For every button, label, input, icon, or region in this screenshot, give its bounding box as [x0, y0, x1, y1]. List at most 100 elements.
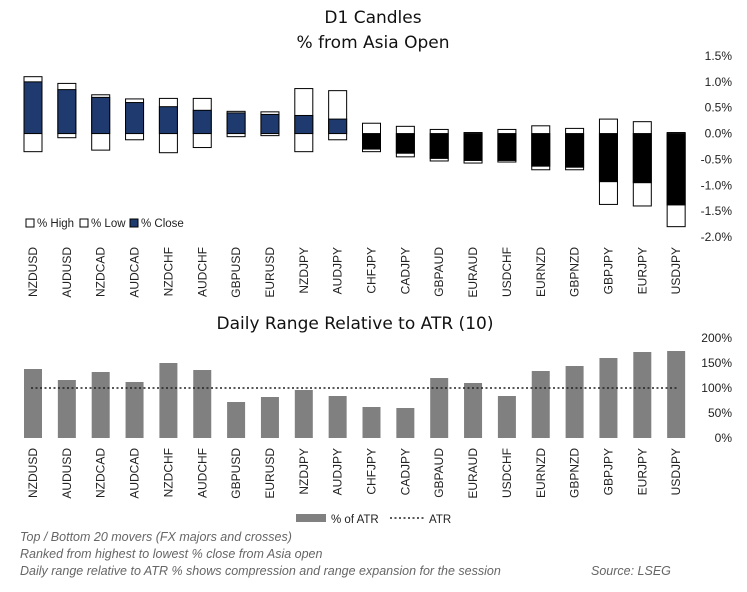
candles-category-label: GBPAUD — [432, 247, 446, 297]
atr-category-label: NZDCAD — [94, 448, 108, 498]
atr-title: Daily Range Relative to ATR (10) — [217, 314, 494, 334]
atr-y-tick: 100% — [701, 381, 732, 395]
candles-category-label: NZDJPY — [297, 247, 311, 294]
candles-y-tick: 1.5% — [705, 49, 733, 63]
atr-category-label: EURJPY — [635, 448, 649, 495]
atr-bar-usdchf — [497, 396, 516, 438]
candle-body-audusd — [57, 89, 77, 135]
candles-y-tick: -1.0% — [701, 178, 733, 192]
legend-close-swatch — [129, 218, 139, 228]
candles-category-label: NZDCHF — [161, 247, 175, 296]
atr-bar-audcad — [125, 382, 144, 438]
candles-category-label: AUDCHF — [195, 247, 209, 297]
candle-body-nzdcad — [91, 96, 111, 135]
atr-category-label: GBPNZD — [568, 448, 582, 498]
legend-low-label: % Low — [91, 218, 126, 230]
atr-bar-nzdcad — [91, 372, 110, 438]
atr-bars — [24, 351, 686, 438]
candle-body-gbpnzd — [565, 133, 585, 168]
atr-bar-usdjpy — [667, 351, 686, 438]
atr-bar-gbpjpy — [599, 358, 618, 438]
atr-bar-gbpnzd — [565, 366, 584, 438]
candle-body-audjpy — [328, 118, 348, 135]
legend-close-label: % Close — [141, 218, 184, 230]
atr-x-axis: NZDUSD AUDUSD NZDCAD AUDCAD NZDCHF AUDCHF GBPU… — [26, 448, 683, 499]
atr-bar-nzdjpy — [294, 390, 313, 438]
atr-y-tick: 200% — [701, 331, 732, 345]
candle-body-audcad — [125, 102, 145, 135]
legend-atr-line-label: ATR — [429, 514, 451, 526]
candle-body-usdjpy — [666, 133, 686, 206]
atr-bar-audusd — [57, 380, 76, 438]
atr-bar-gbpusd — [227, 402, 246, 438]
candle-body-eurnzd — [531, 133, 551, 167]
atr-category-label: EURUSD — [263, 448, 277, 499]
atr-bar-cadjpy — [396, 408, 415, 438]
candles-category-label: NZDCAD — [94, 247, 108, 297]
legend-atr-bar-label: % of ATR — [331, 514, 379, 526]
footnote-3: Daily range relative to ATR % shows comp… — [20, 564, 501, 578]
candle-body-nzdchf — [158, 106, 178, 135]
candle-body-gbpaud — [429, 133, 449, 159]
candles-category-label: GBPUSD — [229, 247, 243, 298]
candles-category-label: USDCHF — [500, 247, 514, 297]
atr-bar-eurjpy — [633, 352, 652, 438]
candles-category-label: CADJPY — [398, 247, 412, 294]
candles-x-axis: NZDUSD AUDUSD NZDCAD AUDCAD NZDCHF AUDCHF GBPU… — [26, 247, 683, 298]
candles-chart: D1 Candles % from Asia Open 1.5% 1.0% 0.5%… — [18, 8, 732, 298]
atr-category-label: USDCHF — [500, 448, 514, 498]
candles-legend: % High % Low % Close — [25, 218, 184, 230]
candles-title-line-2: % from Asia Open — [297, 33, 450, 53]
candle-body-gbpjpy — [598, 133, 618, 183]
candle-body-audchf — [192, 109, 212, 135]
atr-category-label: GBPAUD — [432, 448, 446, 498]
atr-y-tick: 50% — [708, 406, 732, 420]
candle-body-nzdusd — [23, 81, 43, 135]
candles-y-tick: 0.0% — [705, 127, 733, 141]
atr-y-axis: 200% 150% 100% 50% 0% — [701, 331, 732, 445]
candles-category-label: EURAUD — [466, 247, 480, 298]
atr-category-label: EURAUD — [466, 448, 480, 499]
candles-y-tick: -2.0% — [701, 230, 733, 244]
candle-body-eurjpy — [632, 133, 652, 184]
atr-bar-eurusd — [260, 397, 279, 438]
atr-category-label: GBPUSD — [229, 448, 243, 499]
atr-y-tick: 150% — [701, 356, 732, 370]
candle-body-eurusd — [260, 113, 280, 135]
atr-bar-eurnzd — [531, 371, 550, 438]
candles-category-label: GBPNZD — [568, 247, 582, 297]
candle-body-chfjpy — [362, 133, 381, 150]
atr-category-label: NZDJPY — [297, 448, 311, 495]
atr-category-label: AUDCHF — [195, 448, 209, 498]
atr-category-label: NZDUSD — [26, 448, 40, 498]
atr-bar-nzdchf — [159, 363, 178, 438]
legend-high-label: % High — [37, 218, 74, 230]
candles-title-line-1: D1 Candles — [324, 8, 421, 28]
footnote-2: Ranked from highest to lowest % close fr… — [20, 547, 323, 561]
candles-category-label: AUDJPY — [331, 247, 345, 294]
candles-category-label: EURUSD — [263, 247, 277, 298]
candles-y-axis: 1.5% 1.0% 0.5% 0.0% -0.5% -1.0% -1.5% -2.0% — [701, 49, 733, 244]
atr-category-label: NZDCHF — [161, 448, 175, 497]
candles-marks — [23, 76, 686, 228]
atr-bar-audchf — [193, 370, 212, 438]
atr-chart: Daily Range Relative to ATR (10) 200% 150… — [24, 314, 732, 526]
atr-bar-chfjpy — [362, 407, 381, 438]
legend-low-swatch — [79, 218, 89, 228]
candle-body-cadjpy — [395, 133, 415, 154]
candles-category-label: USDJPY — [669, 247, 683, 294]
candle-body-nzdjpy — [294, 114, 314, 135]
atr-category-label: AUDUSD — [60, 448, 74, 499]
atr-category-label: EURNZD — [534, 448, 548, 498]
candles-category-label: AUDCAD — [128, 247, 142, 298]
atr-bar-euraud — [464, 383, 483, 438]
legend-high-swatch — [25, 218, 35, 228]
candles-category-label: GBPJPY — [601, 247, 615, 294]
footnote-1: Top / Bottom 20 movers (FX majors and cr… — [20, 530, 292, 544]
atr-category-label: CHFJPY — [365, 448, 379, 495]
candles-y-tick: -1.5% — [701, 204, 733, 218]
atr-category-label: AUDCAD — [128, 448, 142, 499]
candles-y-tick: 1.0% — [705, 75, 733, 89]
atr-y-tick: 0% — [715, 431, 733, 445]
